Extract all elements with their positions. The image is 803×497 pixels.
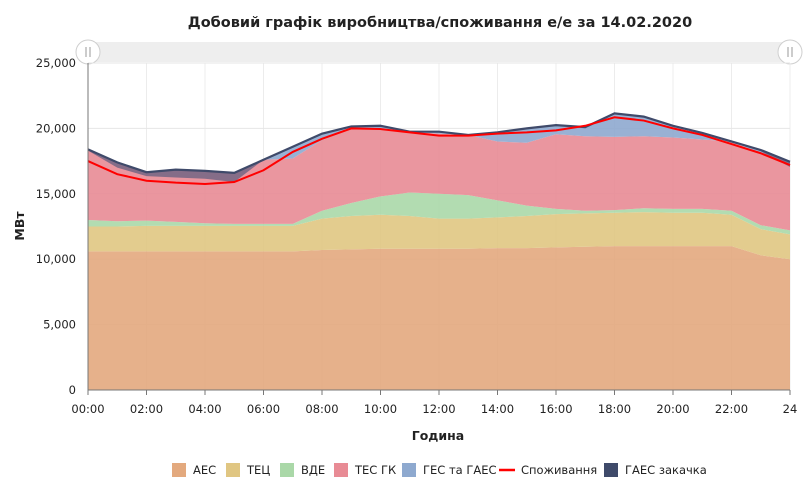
x-tick-label: 24: [783, 402, 798, 416]
legend-item[interactable]: Споживання: [499, 463, 597, 477]
legend-label: ТЕС ГК: [354, 463, 396, 477]
x-tick-label: 20:00: [656, 402, 689, 416]
x-tick-label: 22:00: [715, 402, 748, 416]
legend-swatch: [334, 463, 348, 477]
x-tick-label: 06:00: [247, 402, 280, 416]
y-tick-label: 25,000: [36, 56, 76, 70]
legend-swatch: [604, 463, 618, 477]
area-тес-гк: [88, 128, 790, 231]
legend-item[interactable]: ТЕС ГК: [334, 463, 396, 477]
area-гес-та-гаес: [88, 113, 790, 173]
legend-swatch: [402, 463, 416, 477]
x-tick-label: 10:00: [364, 402, 397, 416]
line-споживання: [87, 116, 791, 185]
y-tick-label: 5,000: [43, 318, 76, 332]
area-гаес-закачка: [88, 113, 790, 183]
y-tick-label: 20,000: [36, 121, 76, 135]
legend-label: ГЕС та ГАЕС: [423, 463, 497, 477]
chart-title: Добовий графік виробництва/споживання е/…: [188, 15, 692, 31]
y-axis-title: МВт: [12, 211, 27, 241]
axes: 0 5,000 10,000 15,000 20,000 25,000 00:00 02:00…: [36, 56, 798, 416]
scrollbar-track[interactable]: [86, 42, 792, 62]
legend-swatch: [226, 463, 240, 477]
x-tick-label: 08:00: [305, 402, 338, 416]
y-tick-label: 10,000: [36, 252, 76, 266]
legend: АЕС ТЕЦ ВДЕ ТЕС ГК ГЕС та ГАЕС Споживання ГАЕС…: [172, 463, 707, 477]
generation-outline: [87, 112, 791, 174]
scrollbar-right-handle[interactable]: [777, 39, 803, 65]
legend-item[interactable]: ТЕЦ: [226, 463, 270, 477]
legend-item[interactable]: ГАЕС закачка: [604, 463, 707, 477]
legend-label: ГАЕС закачка: [625, 463, 707, 477]
x-tick-label: 12:00: [422, 402, 455, 416]
x-axis-title: Година: [412, 428, 464, 443]
zoom-scrollbar[interactable]: [75, 39, 803, 65]
legend-item[interactable]: ГЕС та ГАЕС: [402, 463, 497, 477]
x-tick-label: 18:00: [598, 402, 631, 416]
area-тец: [88, 212, 790, 260]
area-series: [88, 113, 790, 390]
legend-swatch: [280, 463, 294, 477]
x-tick-label: 02:00: [130, 402, 163, 416]
x-tick-label: 04:00: [188, 402, 221, 416]
x-tick-label: 14:00: [481, 402, 514, 416]
legend-label: ТЕЦ: [246, 463, 270, 477]
area-аес: [88, 246, 790, 390]
x-tick-label: 00:00: [71, 402, 104, 416]
legend-label: АЕС: [193, 463, 216, 477]
legend-item[interactable]: АЕС: [172, 463, 216, 477]
legend-item[interactable]: ВДЕ: [280, 463, 325, 477]
y-tick-label: 0: [69, 383, 76, 397]
y-tick-label: 15,000: [36, 187, 76, 201]
legend-swatch: [172, 463, 186, 477]
legend-label: ВДЕ: [301, 463, 325, 477]
x-tick-label: 16:00: [539, 402, 572, 416]
legend-label: Споживання: [521, 463, 597, 477]
scrollbar-left-handle[interactable]: [75, 39, 101, 65]
area-вде: [88, 192, 790, 235]
line-series: [87, 112, 791, 185]
